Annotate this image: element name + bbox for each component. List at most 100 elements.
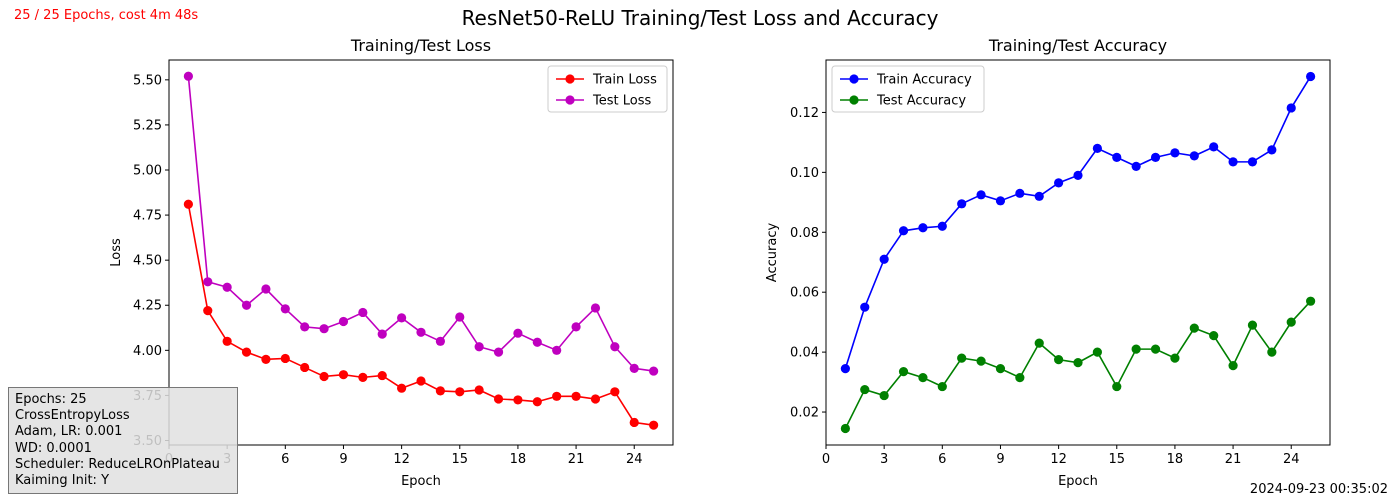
train-accuracy-point xyxy=(1073,170,1083,180)
train-loss-point xyxy=(241,347,252,357)
plot-frame xyxy=(168,59,674,446)
train-loss-point xyxy=(513,395,523,405)
test-accuracy-point xyxy=(898,366,909,377)
y-tick-label: 4.75 xyxy=(133,209,162,224)
train-loss-point xyxy=(300,362,310,373)
x-tick-label: 3 xyxy=(880,452,888,467)
test-loss-point xyxy=(319,324,329,334)
test-accuracy-point xyxy=(1189,323,1199,333)
y-axis-label: Loss xyxy=(109,238,124,267)
test-loss-point xyxy=(280,304,290,314)
train-accuracy-point xyxy=(937,221,947,231)
test-loss-line xyxy=(187,76,654,372)
test-accuracy-point xyxy=(1247,320,1258,330)
test-accuracy-point xyxy=(1228,361,1238,371)
train-accuracy-point xyxy=(840,363,850,374)
test-loss-point xyxy=(338,316,349,327)
config-scheduler: Scheduler: ReduceLROnPlateau xyxy=(15,456,220,472)
train-loss-point xyxy=(552,391,562,401)
y-tick-label: 0.04 xyxy=(790,346,819,361)
y-tick-label: 0.06 xyxy=(790,286,819,301)
test-accuracy-legend-marker xyxy=(849,95,859,105)
test-accuracy-point xyxy=(1092,347,1102,357)
test-accuracy-point xyxy=(1170,353,1180,363)
figure-title: ResNet50-ReLU Training/Test Loss and Acc… xyxy=(461,6,939,30)
train-loss-point xyxy=(358,372,368,382)
config-optimizer: Adam, LR: 0.001 xyxy=(15,424,123,440)
train-loss-point xyxy=(455,387,465,397)
y-tick-label: 0.10 xyxy=(790,166,819,181)
y-tick-label: 5.50 xyxy=(133,73,162,88)
y-tick-label: 4.50 xyxy=(133,254,162,269)
test-loss-point xyxy=(552,345,562,355)
train-loss-legend-marker xyxy=(565,74,575,84)
test-loss-point xyxy=(455,312,465,322)
train-accuracy-point xyxy=(1015,188,1025,198)
x-tick-label: 24 xyxy=(1283,452,1300,467)
train-loss-point xyxy=(397,383,407,393)
train-accuracy-point xyxy=(898,226,909,236)
train-accuracy-point xyxy=(1286,103,1296,113)
train-accuracy-point xyxy=(1054,178,1064,188)
train-accuracy-point xyxy=(957,199,967,209)
train-accuracy-point xyxy=(1034,191,1044,201)
test-accuracy-point xyxy=(957,353,967,363)
test-accuracy-point xyxy=(860,384,870,395)
x-tick-label: 18 xyxy=(1167,452,1184,467)
train-accuracy-point xyxy=(1209,142,1219,152)
x-axis-label: Epoch xyxy=(1058,474,1098,489)
train-loss-point xyxy=(474,385,484,395)
test-accuracy-point xyxy=(976,356,986,366)
y-tick-label: 5.25 xyxy=(133,118,162,133)
test-accuracy-point xyxy=(1267,347,1277,357)
test-loss-point xyxy=(493,347,504,357)
test-accuracy-point xyxy=(840,423,850,434)
train-accuracy-point xyxy=(995,196,1006,206)
test-loss-point xyxy=(377,329,387,339)
test-accuracy-point xyxy=(1073,358,1083,368)
test-loss-point xyxy=(532,337,542,347)
x-tick-label: 12 xyxy=(1050,452,1067,467)
test-accuracy-point xyxy=(1054,355,1064,365)
train-accuracy-point xyxy=(860,302,870,312)
train-loss-point xyxy=(222,336,232,346)
train-loss-point xyxy=(377,370,387,381)
train-loss-point xyxy=(629,417,639,428)
x-tick-label: 24 xyxy=(626,452,643,467)
train-loss-point xyxy=(261,354,271,364)
loss-chart: 036912151821243.503.754.004.254.504.755.… xyxy=(109,36,674,489)
y-tick-label: 5.00 xyxy=(133,164,162,179)
train-accuracy-point xyxy=(918,223,928,233)
test-accuracy-point xyxy=(1286,317,1296,327)
test-loss-point xyxy=(222,282,232,292)
test-loss-point xyxy=(610,342,620,352)
train-accuracy-point xyxy=(1189,151,1199,161)
test-accuracy-legend-label: Test Accuracy xyxy=(876,94,966,109)
test-loss-point xyxy=(203,277,213,287)
train-loss-point xyxy=(435,386,445,396)
config-weight-decay: WD: 0.0001 xyxy=(15,440,92,456)
train-loss-point xyxy=(649,420,659,430)
status-text: 25 / 25 Epochs, cost 4m 48s xyxy=(14,8,199,23)
y-axis-label: Accuracy xyxy=(765,223,780,283)
train-loss-legend-label: Train Loss xyxy=(592,73,657,88)
train-accuracy-point xyxy=(1267,145,1277,155)
test-accuracy-point xyxy=(918,372,928,383)
train-loss-line xyxy=(187,204,654,426)
train-loss-point xyxy=(493,394,504,404)
train-loss-point xyxy=(203,306,213,316)
test-accuracy-point xyxy=(937,381,947,392)
config-epochs: Epochs: 25 xyxy=(15,392,87,407)
train-loss-point xyxy=(338,370,349,380)
train-accuracy-point xyxy=(1150,152,1161,162)
train-accuracy-point xyxy=(1228,157,1238,167)
x-tick-label: 15 xyxy=(451,452,468,467)
test-loss-point xyxy=(513,328,523,338)
y-tick-label: 0.08 xyxy=(790,226,819,241)
x-tick-label: 15 xyxy=(1108,452,1125,467)
test-loss-point xyxy=(358,307,368,318)
test-loss-point xyxy=(629,363,639,373)
test-accuracy-point xyxy=(1112,381,1122,392)
config-init: Kaiming Init: Y xyxy=(15,473,110,489)
test-accuracy-point xyxy=(995,363,1006,374)
